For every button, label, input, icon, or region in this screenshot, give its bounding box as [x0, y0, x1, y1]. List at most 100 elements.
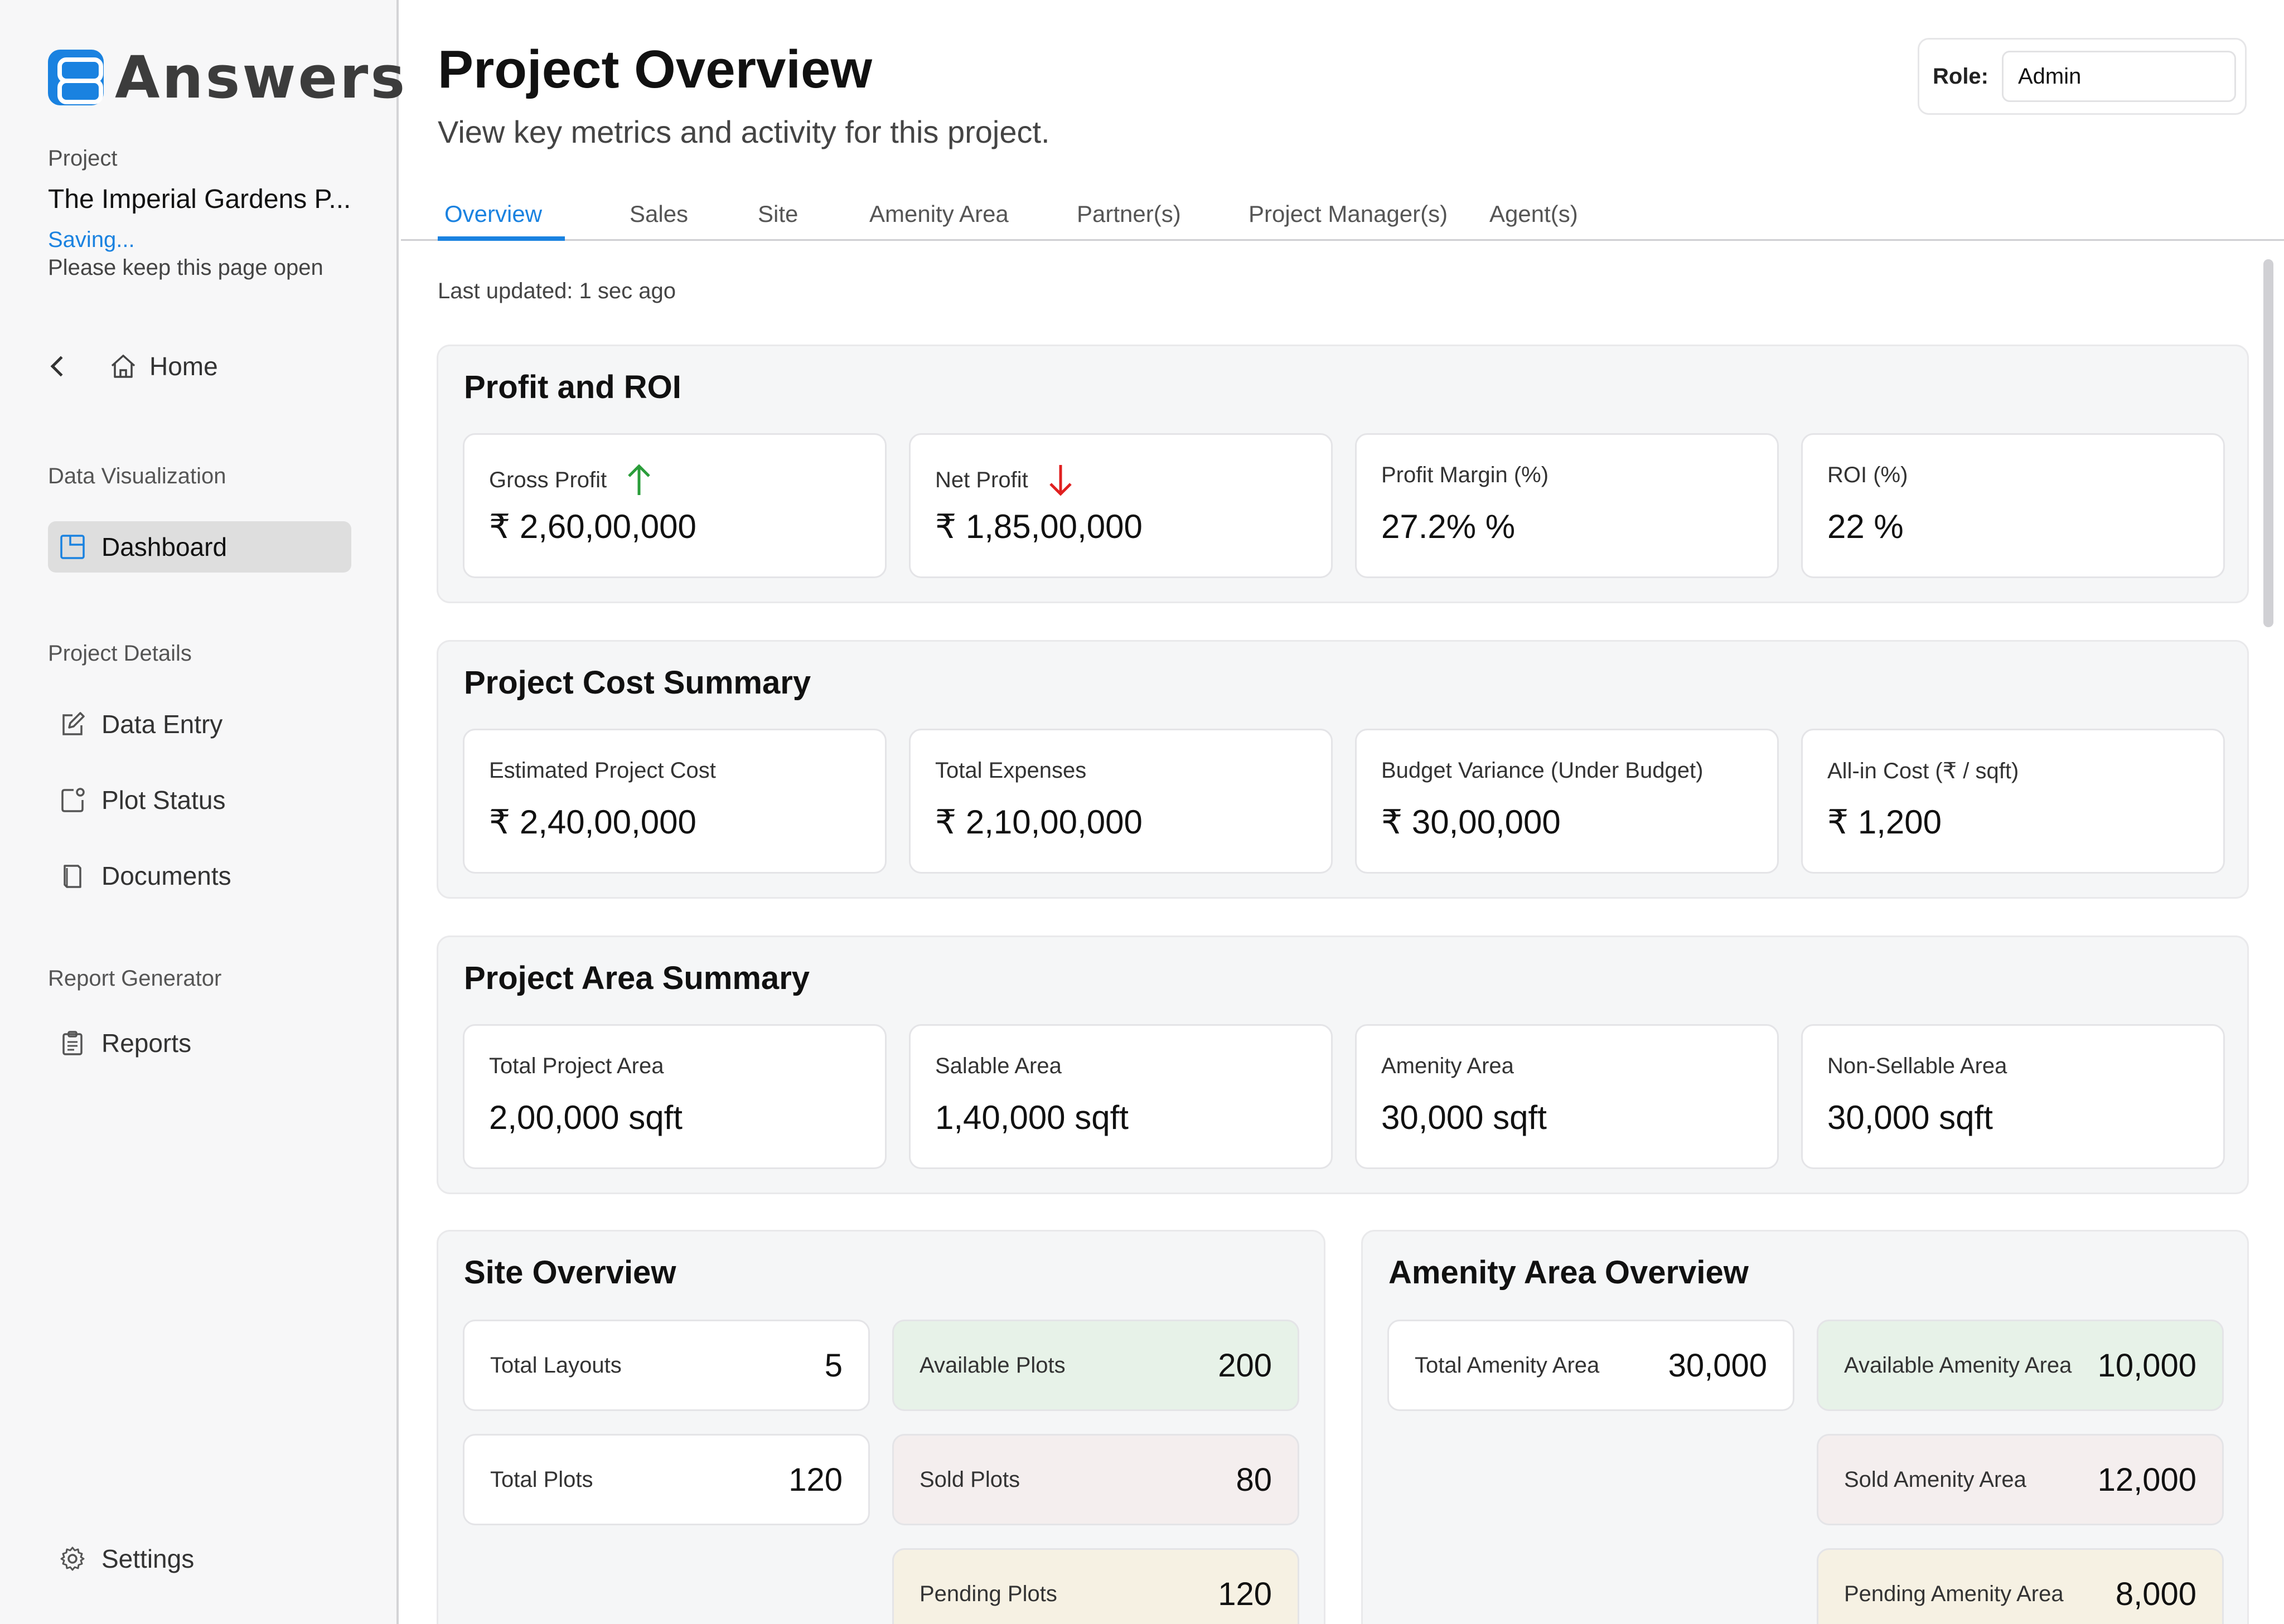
stat-value: 8,000 [2115, 1575, 2196, 1612]
home-nav[interactable]: Home [50, 351, 218, 381]
site-overview-section: Site Overview Total Layouts 5 Total Plot… [437, 1230, 1325, 1624]
gear-icon [58, 1544, 87, 1573]
roi-card: ROI (%) 22 % [1801, 433, 2225, 578]
card-label: Total Project Area [489, 1054, 664, 1078]
card-label: Profit Margin (%) [1381, 463, 1549, 487]
section-project-details: Project Details [48, 641, 192, 666]
tab-agents[interactable]: Agent(s) [1489, 201, 1578, 227]
net-profit-card: Net Profit ₹ 1,85,00,000 [909, 433, 1333, 578]
card-value: 27.2% % [1381, 508, 1516, 545]
role-input[interactable]: Admin [2002, 51, 2236, 102]
available-amenity-area-stat: Available Amenity Area 10,000 [1817, 1320, 2224, 1411]
scrollbar[interactable] [2263, 259, 2273, 627]
stat-value: 10,000 [2097, 1347, 2196, 1384]
stat-label: Total Layouts [490, 1352, 622, 1378]
tab-project-managers[interactable]: Project Manager(s) [1249, 201, 1448, 227]
sidebar-item-label: Documents [101, 861, 231, 890]
total-project-area-card: Total Project Area 2,00,000 sqft [463, 1024, 887, 1169]
gross-profit-card: Gross Profit ₹ 2,60,00,000 [463, 433, 887, 578]
profit-margin-card: Profit Margin (%) 27.2% % [1355, 433, 1779, 578]
stat-label: Total Plots [490, 1467, 593, 1492]
saving-status: Saving... [48, 227, 135, 252]
sidebar-item-label: Dashboard [101, 532, 228, 561]
stat-label: Pending Plots [920, 1581, 1057, 1606]
card-value: ₹ 2,10,00,000 [935, 803, 1143, 841]
dashboard-icon [58, 532, 87, 561]
last-updated: Last updated: 1 sec ago [438, 279, 676, 303]
keep-open-note: Please keep this page open [48, 255, 323, 280]
sidebar-item-label: Settings [101, 1544, 195, 1573]
card-value: 1,40,000 sqft [935, 1099, 1129, 1136]
card-label: Estimated Project Cost [489, 758, 716, 783]
card-value: 30,000 sqft [1381, 1099, 1547, 1136]
card-label: Salable Area [935, 1054, 1062, 1078]
card-value: ₹ 1,200 [1827, 803, 1942, 841]
home-label: Home [149, 352, 218, 381]
sidebar-item-reports[interactable]: Reports [48, 1017, 351, 1069]
total-plots-stat: Total Plots 120 [463, 1434, 870, 1525]
budget-variance-card: Budget Variance (Under Budget) ₹ 30,00,0… [1355, 729, 1779, 874]
non-sellable-area-card: Non-Sellable Area 30,000 sqft [1801, 1024, 2225, 1169]
chevron-left-icon[interactable] [50, 356, 71, 377]
tab-sales[interactable]: Sales [630, 201, 689, 227]
role-label: Role: [1933, 64, 1988, 89]
sidebar-item-label: Plot Status [101, 786, 226, 815]
page-subtitle: View key metrics and activity for this p… [438, 114, 1050, 149]
plot-status-icon [58, 786, 87, 815]
cost-summary-section: Project Cost Summary Estimated Project C… [437, 640, 2249, 899]
sidebar: Answers Project The Imperial Gardens P..… [0, 0, 405, 1624]
card-value: ₹ 2,40,00,000 [489, 803, 696, 841]
app-logo[interactable]: Answers [48, 43, 407, 112]
sidebar-item-settings[interactable]: Settings [48, 1533, 351, 1584]
available-plots-stat: Available Plots 200 [892, 1320, 1299, 1411]
logo-icon [48, 50, 104, 105]
card-label-row: Net Profit [935, 463, 1075, 497]
section-title: Project Cost Summary [464, 665, 811, 701]
active-tab-indicator [438, 236, 565, 241]
stat-label: Available Amenity Area [1844, 1352, 2072, 1378]
sidebar-item-label: Data Entry [101, 710, 223, 739]
project-label: Project [48, 146, 118, 171]
tab-amenity-area[interactable]: Amenity Area [869, 201, 1009, 227]
stat-label: Pending Amenity Area [1844, 1581, 2064, 1606]
stat-label: Total Amenity Area [1415, 1352, 1600, 1378]
pending-amenity-area-stat: Pending Amenity Area 8,000 [1817, 1548, 2224, 1624]
pending-plots-stat: Pending Plots 120 [892, 1548, 1299, 1624]
estimated-cost-card: Estimated Project Cost ₹ 2,40,00,000 [463, 729, 887, 874]
tab-site[interactable]: Site [758, 201, 799, 227]
tab-partners[interactable]: Partner(s) [1077, 201, 1181, 227]
section-title: Amenity Area Overview [1388, 1254, 1749, 1291]
card-value: ₹ 2,60,00,000 [489, 508, 696, 545]
tab-overview[interactable]: Overview [444, 201, 543, 227]
stat-label: Available Plots [920, 1352, 1066, 1378]
stat-value: 5 [824, 1347, 843, 1384]
card-value: 30,000 sqft [1827, 1099, 1993, 1136]
total-amenity-area-stat: Total Amenity Area 30,000 [1387, 1320, 1794, 1411]
main-content: Project Overview View key metrics and ac… [401, 0, 2284, 1624]
total-layouts-stat: Total Layouts 5 [463, 1320, 870, 1411]
arrow-up-icon [628, 464, 650, 495]
stat-value: 120 [1218, 1575, 1272, 1612]
card-label: Amenity Area [1381, 1054, 1514, 1078]
salable-area-card: Salable Area 1,40,000 sqft [909, 1024, 1333, 1169]
area-summary-section: Project Area Summary Total Project Area … [437, 935, 2249, 1194]
stat-value: 80 [1236, 1461, 1272, 1498]
sidebar-item-data-entry[interactable]: Data Entry [48, 699, 351, 750]
sidebar-item-dashboard[interactable]: Dashboard [48, 521, 351, 573]
stat-value: 30,000 [1668, 1347, 1767, 1384]
card-value: 22 % [1827, 508, 1904, 545]
role-selector: Role: Admin [1918, 38, 2247, 115]
section-title: Project Area Summary [464, 960, 810, 996]
documents-icon [58, 861, 87, 890]
stat-label: Sold Amenity Area [1844, 1467, 2026, 1492]
card-label: Non-Sellable Area [1827, 1054, 2007, 1078]
stat-value: 200 [1218, 1347, 1272, 1384]
sidebar-item-documents[interactable]: Documents [48, 850, 351, 901]
sidebar-item-label: Reports [101, 1029, 192, 1058]
project-name: The Imperial Gardens P... [48, 185, 351, 214]
sidebar-item-plot-status[interactable]: Plot Status [48, 774, 351, 826]
section-report-generator: Report Generator [48, 966, 222, 991]
card-value: ₹ 30,00,000 [1381, 803, 1561, 841]
page-title: Project Overview [438, 40, 873, 99]
arrow-down-icon [1049, 465, 1072, 496]
